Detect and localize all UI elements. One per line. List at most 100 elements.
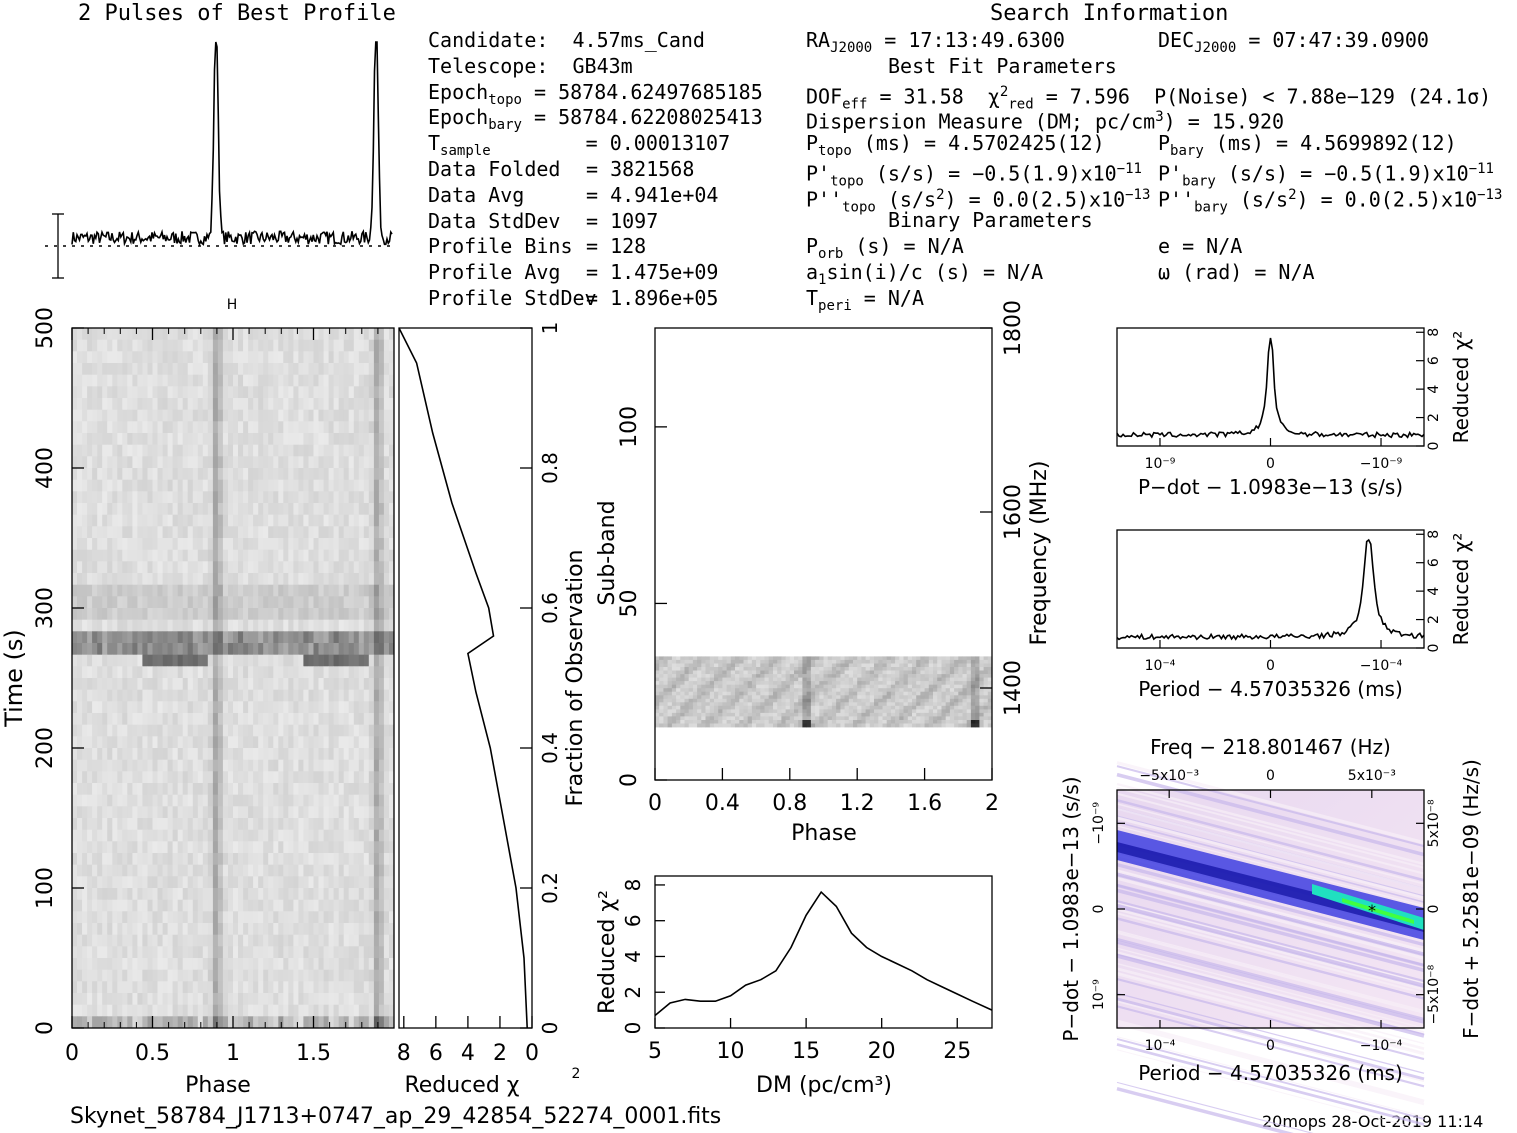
time-phase-cell (87, 794, 93, 807)
time-phase-cell (122, 806, 128, 819)
time-phase-cell (263, 1004, 269, 1017)
time-phase-cell (283, 701, 289, 714)
time-phase-cell (172, 759, 178, 772)
time-phase-cell (253, 818, 259, 831)
time-phase-cell (217, 818, 224, 831)
time-phase-cell (162, 806, 168, 819)
time-phase-cell (263, 386, 269, 399)
time-phase-cell (197, 678, 204, 691)
time-phase-cell (142, 876, 148, 889)
time-phase-cell (132, 409, 138, 422)
time-phase-cell (127, 946, 133, 959)
time-phase-ylabel: Time (s) (0, 629, 28, 728)
time-phase-cell (383, 654, 390, 667)
time-phase-cell (217, 643, 224, 656)
time-phase-cell (258, 328, 264, 341)
time-phase-cell (358, 666, 365, 679)
time-phase-cell (92, 654, 98, 667)
time-phase-cell (368, 759, 375, 772)
time-phase-cell (298, 993, 304, 1006)
time-phase-cell (187, 526, 194, 539)
subband-cell (735, 684, 740, 689)
time-phase-cell (263, 514, 269, 527)
time-phase-cell (142, 526, 148, 539)
time-phase-cell (147, 643, 153, 656)
time-phase-cell (72, 899, 78, 912)
time-phase-cell (107, 806, 113, 819)
subband-cell (714, 656, 719, 661)
time-phase-cell (187, 958, 194, 971)
subband-cell (747, 663, 753, 668)
time-phase-cell (343, 421, 350, 434)
time-phase-cell (338, 1016, 345, 1029)
time-phase-cell (268, 713, 274, 726)
time-phase-cell (298, 771, 304, 784)
time-phase-cell (363, 1004, 370, 1017)
subband-cell (920, 674, 925, 678)
time-phase-cell (72, 1016, 78, 1029)
subband-cell (983, 667, 989, 671)
subband-cell (810, 691, 816, 696)
time-phase-cell (278, 573, 284, 586)
time-phase-cell (308, 456, 314, 469)
time-phase-cell (187, 573, 194, 586)
subband-cell (667, 688, 673, 693)
time-phase-cell (197, 818, 204, 831)
time-phase-cell (238, 736, 244, 749)
time-phase-cell (263, 841, 269, 854)
subband-cell (810, 667, 816, 671)
subband-cell (912, 663, 917, 668)
time-phase-cell (353, 596, 360, 609)
time-phase-cell (77, 468, 83, 481)
time-phase-cell (202, 993, 209, 1006)
porb-value: (s) = N/A (843, 234, 964, 258)
time-phase-cell (308, 409, 314, 422)
time-phase-cell (167, 748, 173, 761)
time-phase-cell (288, 771, 294, 784)
time-phase-cell (197, 339, 204, 352)
time-phase-cell (378, 689, 385, 702)
subband-cell (768, 670, 774, 675)
time-phase-cell (217, 351, 224, 364)
time-phase-cell (278, 701, 284, 714)
time-phase-cell (273, 771, 279, 784)
subband-cell (861, 659, 866, 664)
time-phase-cell (137, 433, 143, 446)
time-phase-cell (122, 794, 128, 807)
time-phase-cell (238, 911, 244, 924)
time-phase-cell (187, 514, 194, 527)
time-phase-cell (228, 479, 234, 492)
time-phase-cell (147, 374, 153, 387)
subband-cell (739, 659, 744, 664)
time-phase-cell (92, 899, 98, 912)
time-phase-cell (107, 351, 113, 364)
time-phase-cell (328, 328, 334, 341)
time-phase-cell (373, 759, 380, 772)
subband-cell (954, 691, 959, 696)
time-phase-cell (137, 724, 143, 737)
time-phase-cell (127, 398, 133, 411)
time-phase-cell (268, 829, 274, 842)
time-phase-cell (167, 421, 173, 434)
time-phase-cell (243, 899, 249, 912)
time-phase-cell (197, 608, 204, 621)
time-phase-cell (258, 946, 264, 959)
subband-cell (705, 656, 711, 661)
time-phase-cell (87, 888, 93, 901)
time-phase-cell (152, 783, 158, 796)
time-phase-cell (318, 409, 324, 422)
time-phase-cell (97, 526, 103, 539)
subband-cell (865, 681, 871, 685)
time-phase-cell (77, 596, 83, 609)
time-phase-cell (132, 339, 138, 352)
time-phase-cell (97, 689, 103, 702)
time-phase-cell (177, 934, 184, 947)
time-phase-cell (268, 608, 274, 621)
time-phase-cell (187, 351, 194, 364)
time-phase-cell (343, 759, 350, 772)
time-phase-cell (278, 666, 284, 679)
subband-cell (743, 656, 749, 661)
time-phase-cell (172, 549, 178, 562)
time-phase-cell (253, 456, 259, 469)
time-phase-cell (162, 724, 168, 737)
